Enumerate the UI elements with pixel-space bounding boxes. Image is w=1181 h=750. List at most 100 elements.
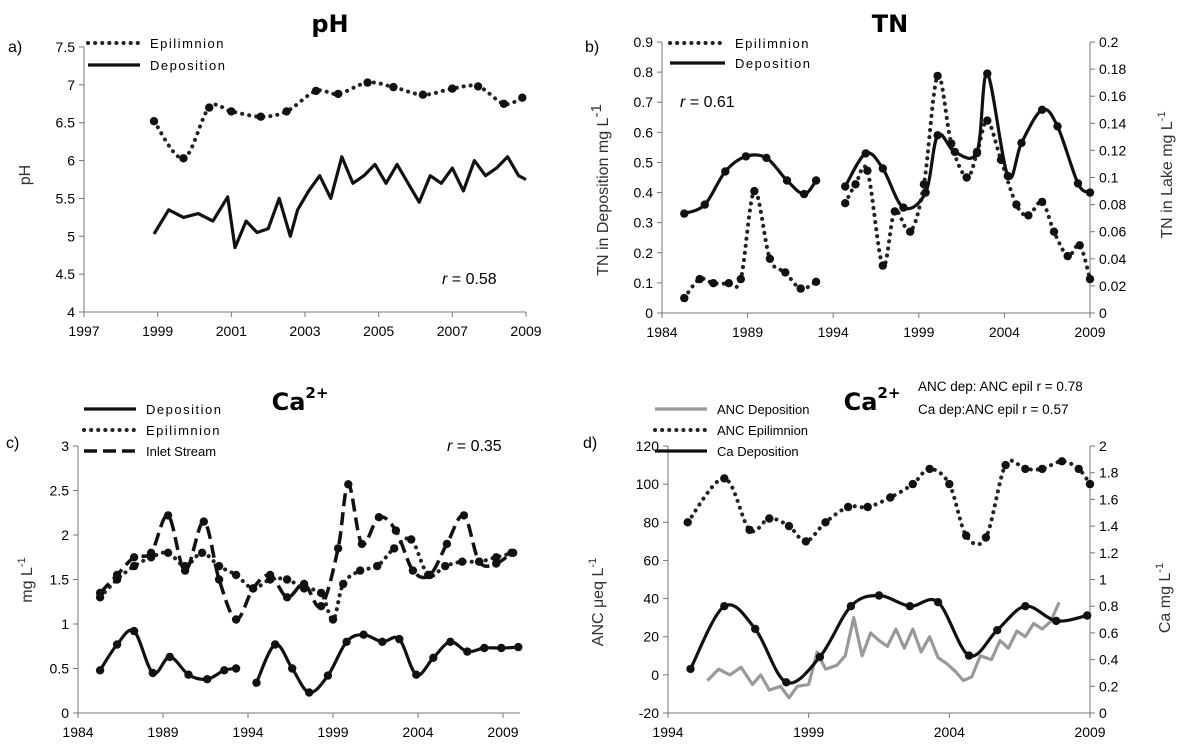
panel-a-series-epilimnion-point <box>256 112 265 121</box>
panel-c-series-deposition-point <box>514 642 523 652</box>
panel-c-series-epilimnion-point <box>328 615 338 624</box>
panel-c: 1984 1989 1994 1999 2004 2009 0 0.5 1 1.5 2 2.5 3 Dep… <box>50 402 523 740</box>
panel-d-series-ca-deposition-point <box>720 602 729 611</box>
panel-b-series-deposition-point <box>841 182 850 191</box>
panel-a-x-tick-label: 1997 <box>68 323 99 339</box>
panel-b-series-epilimnion-point <box>841 199 850 208</box>
panel-d-y2-tick-label: 0.6 <box>1099 625 1119 641</box>
panel-c-series-inlet-stream-point <box>333 544 343 553</box>
panel-b-series-epilimnion-line <box>682 189 819 301</box>
panel-c-series-deposition-point <box>497 643 506 653</box>
panel-b-y2-tick-label: 0.18 <box>1099 61 1126 77</box>
panel-c-x-tick-label: 1989 <box>147 724 178 740</box>
panel-b-label: b) <box>585 39 599 56</box>
panel-b-y2-tick-label: 0.1 <box>1099 170 1119 186</box>
panel-b-series-epilimnion-point <box>781 268 790 277</box>
panel-d-legend-entry: ANC Epilimnion <box>717 423 808 438</box>
panel-b-series-epilimnion-point <box>962 173 971 182</box>
panel-a-series-epilimnion-point <box>311 86 321 96</box>
panel-b-series-epilimnion-point <box>736 274 745 284</box>
panel-a-series-epilimnion-point <box>334 89 343 99</box>
panel-a-y-tick-label: 5 <box>67 228 75 244</box>
panel-b-y2-tick-label: 0.14 <box>1099 115 1126 131</box>
panel-b-series-deposition-line <box>843 71 1091 211</box>
panel-b-x-tick-label: 1994 <box>818 324 849 340</box>
panel-d-series-anc-epilimnion-point <box>683 518 692 527</box>
panel-d-series-anc-epilimnion-point <box>843 502 853 512</box>
panel-c-series-deposition-point <box>342 637 351 646</box>
panel-d-x-tick-label: 2004 <box>934 724 965 740</box>
panel-d-series-anc-epilimnion-point <box>981 533 991 542</box>
panel-b-series-deposition-point <box>700 200 709 209</box>
panel-c-series-deposition-point <box>378 637 387 646</box>
panel-c-series-inlet-stream-point <box>391 526 401 535</box>
panel-b-series-deposition-point <box>1085 188 1095 197</box>
panel-d-y2-tick-label: 1.6 <box>1099 491 1119 507</box>
panel-c-series-inlet-stream-line <box>98 482 513 622</box>
panel-d-y2-tick-label: 0 <box>1099 705 1107 721</box>
panel-a-y-tick-label: 6.5 <box>56 115 76 131</box>
panel-c-series-deposition-point <box>271 640 280 649</box>
panel-d-title: Ca2+ <box>844 384 901 416</box>
panel-a-series-epilimnion-point <box>205 103 214 112</box>
panel-b-ylabel: TN in Deposition mg L-1 <box>588 104 612 276</box>
panel-d-y2-tick-label: 1.4 <box>1099 518 1119 534</box>
panel-b-series-epilimnion-point <box>750 186 759 196</box>
panel-c-series-inlet-stream-point <box>475 557 484 566</box>
panel-d-y-tick-label: 40 <box>643 591 659 607</box>
panel-c-series-epilimnion-point <box>231 570 241 580</box>
panel-d-y-tick-label: -20 <box>639 705 659 721</box>
panel-c-x-tick-label: 1999 <box>317 724 348 740</box>
panel-c-series-epilimnion-point <box>197 548 207 557</box>
panel-d-y2label: Ca mg L-1 <box>1154 563 1174 633</box>
panel-d: 1994 1999 2004 2009 -20 0 20 40 60 80 100 120 0 0.2 0.… <box>636 402 1119 740</box>
panel-b-x-tick-label: 1999 <box>903 324 934 340</box>
panel-d-ylabel: ANC μeq L-1 <box>587 558 607 646</box>
panel-c-annotation: r = 0.35 <box>447 438 502 455</box>
panel-b-y-tick-label: 0.4 <box>634 185 654 201</box>
panel-a-series-epilimnion-point <box>448 84 457 93</box>
panel-b-series-epilimnion-point <box>695 274 704 284</box>
panel-d-y-tick-label: 100 <box>636 476 660 492</box>
panel-c-series-epilimnion-point <box>407 535 416 544</box>
panel-c-ylabel: mg L-1 <box>16 557 36 602</box>
panel-b-series-deposition-point <box>972 147 982 157</box>
panel-a-y-tick-label: 7 <box>67 77 75 93</box>
panel-c-series-deposition-line <box>255 633 519 695</box>
panel-a-series-epilimnion-point <box>418 90 428 99</box>
panel-c-series-inlet-stream-point <box>214 575 224 584</box>
panel-b-y-tick-label: 0 <box>645 305 653 321</box>
panel-d-label: d) <box>583 435 597 452</box>
panel-a-y-tick-label: 4 <box>67 304 75 320</box>
panel-c-series-inlet-stream-point <box>265 570 275 580</box>
panel-c-series-deposition-point <box>288 664 297 673</box>
panel-c-series-epilimnion-point <box>373 561 382 571</box>
panel-b-series-epilimnion-point <box>1063 251 1072 261</box>
panel-d-y-tick-label: 120 <box>636 438 660 454</box>
panel-c-series-deposition-point <box>412 670 421 679</box>
panel-c-y-tick-label: 0 <box>61 705 69 721</box>
panel-c-series-epilimnion-point <box>458 557 467 566</box>
panel-d-series-anc-epilimnion-point <box>1021 464 1030 474</box>
panel-c-series-inlet-stream-point <box>408 566 418 575</box>
panel-c-series-epilimnion-point <box>282 575 292 584</box>
panel-b-series-epilimnion-point <box>1075 241 1084 250</box>
panel-b-y-tick-label: 0.8 <box>634 64 654 80</box>
panel-d-series-anc-epilimnion-point <box>765 514 774 523</box>
panel-d-series-anc-epilimnion-point <box>1001 460 1010 470</box>
panel-c-series-inlet-stream-point <box>231 615 241 624</box>
panel-b-series-epilimnion-point <box>890 207 899 216</box>
panel-c-series-epilimnion-point <box>339 579 348 589</box>
panel-a-annotation: r = 0.58 <box>442 271 497 288</box>
panel-d-series-anc-epilimnion-point <box>962 531 971 540</box>
panel-b-series-epilimnion-point <box>933 71 942 81</box>
panel-b-y-tick-label: 0.5 <box>634 154 654 170</box>
panel-c-series-inlet-stream-point <box>299 579 309 589</box>
panel-c-series-inlet-stream-point <box>357 539 367 549</box>
panel-b-series-epilimnion-point <box>1012 200 1021 209</box>
panel-a-x-tick-label: 2005 <box>363 323 394 339</box>
panel-d-x-tick-label: 1994 <box>652 724 683 740</box>
panel-b-y2-tick-label: 0 <box>1099 305 1107 321</box>
panel-b-y-tick-label: 0.6 <box>634 124 654 140</box>
